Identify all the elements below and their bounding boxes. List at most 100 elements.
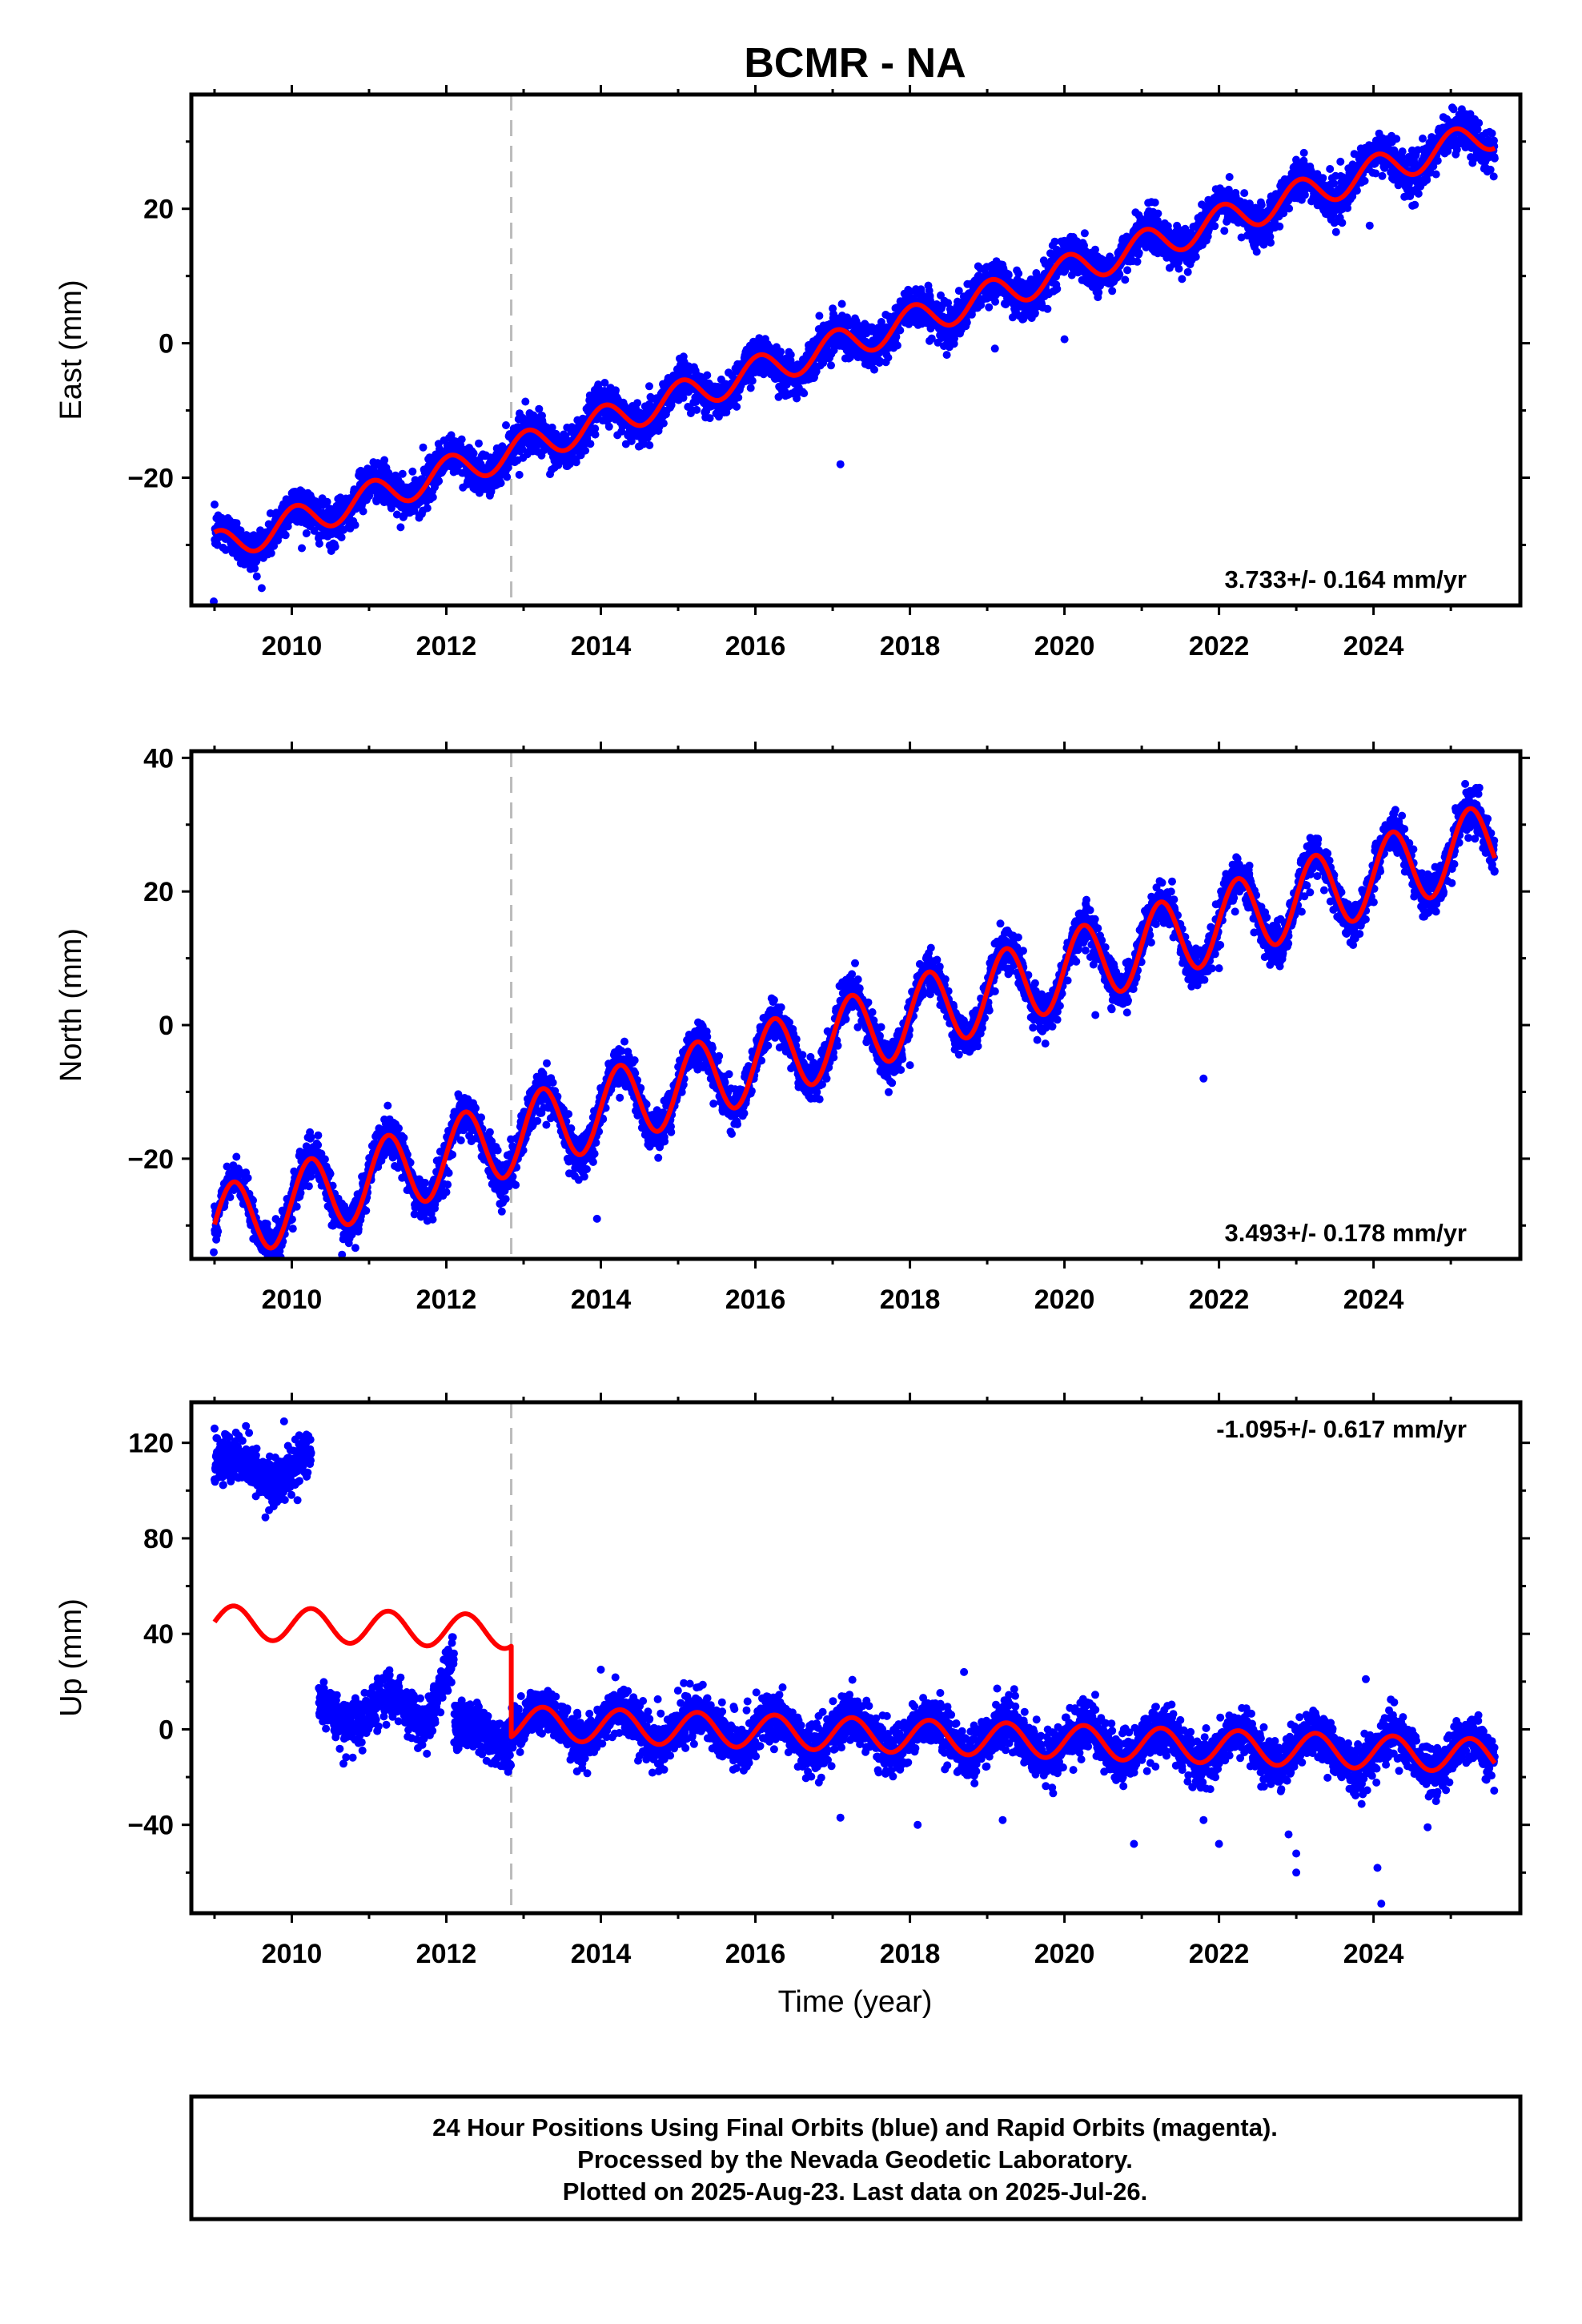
position-point: [1275, 222, 1284, 231]
position-point: [827, 361, 835, 370]
position-point: [392, 510, 401, 519]
position-point: [518, 444, 527, 453]
position-point: [323, 497, 331, 506]
position-point: [380, 456, 389, 464]
position-point: [1336, 157, 1345, 166]
position-point: [504, 464, 512, 472]
position-point: [800, 389, 809, 398]
chart-title: BCMR - NA: [744, 40, 966, 86]
position-point: [331, 542, 339, 551]
position-point: [257, 584, 266, 593]
position-point: [1150, 198, 1159, 207]
position-point: [1053, 284, 1062, 293]
position-point: [870, 365, 878, 374]
position-point: [612, 386, 620, 395]
position-point: [985, 303, 994, 312]
position-point: [1259, 240, 1268, 249]
position-point: [359, 507, 367, 516]
position-point: [457, 435, 466, 444]
position-point: [236, 526, 245, 535]
position-point: [435, 476, 444, 485]
position-point: [1134, 248, 1143, 257]
position-point: [1240, 189, 1249, 198]
position-point: [1178, 275, 1186, 283]
position-point: [498, 442, 507, 451]
position-point: [733, 402, 741, 411]
position-point: [1392, 135, 1401, 143]
position-point: [645, 382, 653, 391]
position-point: [1080, 229, 1089, 238]
position-point: [1183, 267, 1192, 276]
position-point: [1257, 201, 1266, 209]
position-point: [1191, 252, 1200, 261]
position-point: [408, 467, 417, 476]
position-point: [1174, 264, 1183, 273]
position-point: [633, 399, 642, 408]
position-point: [1414, 189, 1423, 198]
position-point: [942, 351, 951, 360]
position-point: [734, 393, 743, 402]
position-point: [211, 501, 219, 509]
position-point: [521, 397, 530, 406]
position-point: [1338, 219, 1347, 227]
position-point: [1378, 171, 1387, 180]
position-point: [1043, 304, 1052, 313]
position-point: [586, 440, 595, 448]
position-point: [786, 351, 795, 359]
position-point: [351, 521, 359, 529]
position-point: [591, 430, 600, 439]
position-point: [1331, 227, 1340, 236]
position-point: [416, 497, 424, 506]
position-point: [384, 468, 393, 477]
position-point: [423, 504, 432, 513]
position-point: [1326, 165, 1335, 173]
position-point: [496, 479, 505, 488]
position-point: [1285, 204, 1294, 213]
position-point: [1014, 269, 1023, 278]
position-point: [469, 449, 478, 458]
position-point: [1319, 174, 1327, 183]
position-point: [398, 469, 407, 478]
position-point: [572, 458, 580, 467]
position-point: [302, 529, 311, 537]
position-point: [777, 348, 785, 356]
position-point: [1123, 266, 1132, 275]
position-point: [1419, 135, 1427, 143]
position-point: [535, 404, 544, 413]
position-point: [896, 326, 905, 335]
position-point: [581, 446, 590, 455]
position-point: [252, 572, 261, 581]
position-point: [703, 371, 712, 380]
position-point: [281, 531, 290, 540]
position-point: [659, 419, 668, 428]
position-point: [337, 533, 346, 541]
position-point: [604, 422, 613, 431]
position-point: [428, 493, 437, 501]
position-point: [1360, 176, 1369, 185]
position-point: [1252, 247, 1261, 256]
position-point: [1220, 227, 1229, 235]
position-point: [748, 376, 757, 385]
position-point: [502, 421, 510, 429]
position-point: [962, 318, 971, 327]
position-point: [1267, 239, 1275, 247]
position-point: [893, 341, 901, 350]
position-point: [503, 472, 512, 481]
position-point: [396, 523, 405, 532]
position-point: [515, 470, 524, 479]
position-point: [1299, 148, 1308, 157]
position-point: [746, 384, 755, 392]
position-point: [693, 405, 701, 414]
position-point: [1154, 209, 1162, 218]
position-point: [1121, 275, 1130, 284]
position-point: [1108, 287, 1117, 296]
position-point: [298, 544, 306, 553]
position-point: [1411, 200, 1419, 209]
position-point: [837, 300, 846, 308]
position-point: [251, 564, 259, 573]
position-point: [1004, 271, 1013, 279]
position-point: [475, 439, 483, 448]
position-point: [1423, 175, 1431, 184]
position-point: [1225, 173, 1234, 181]
